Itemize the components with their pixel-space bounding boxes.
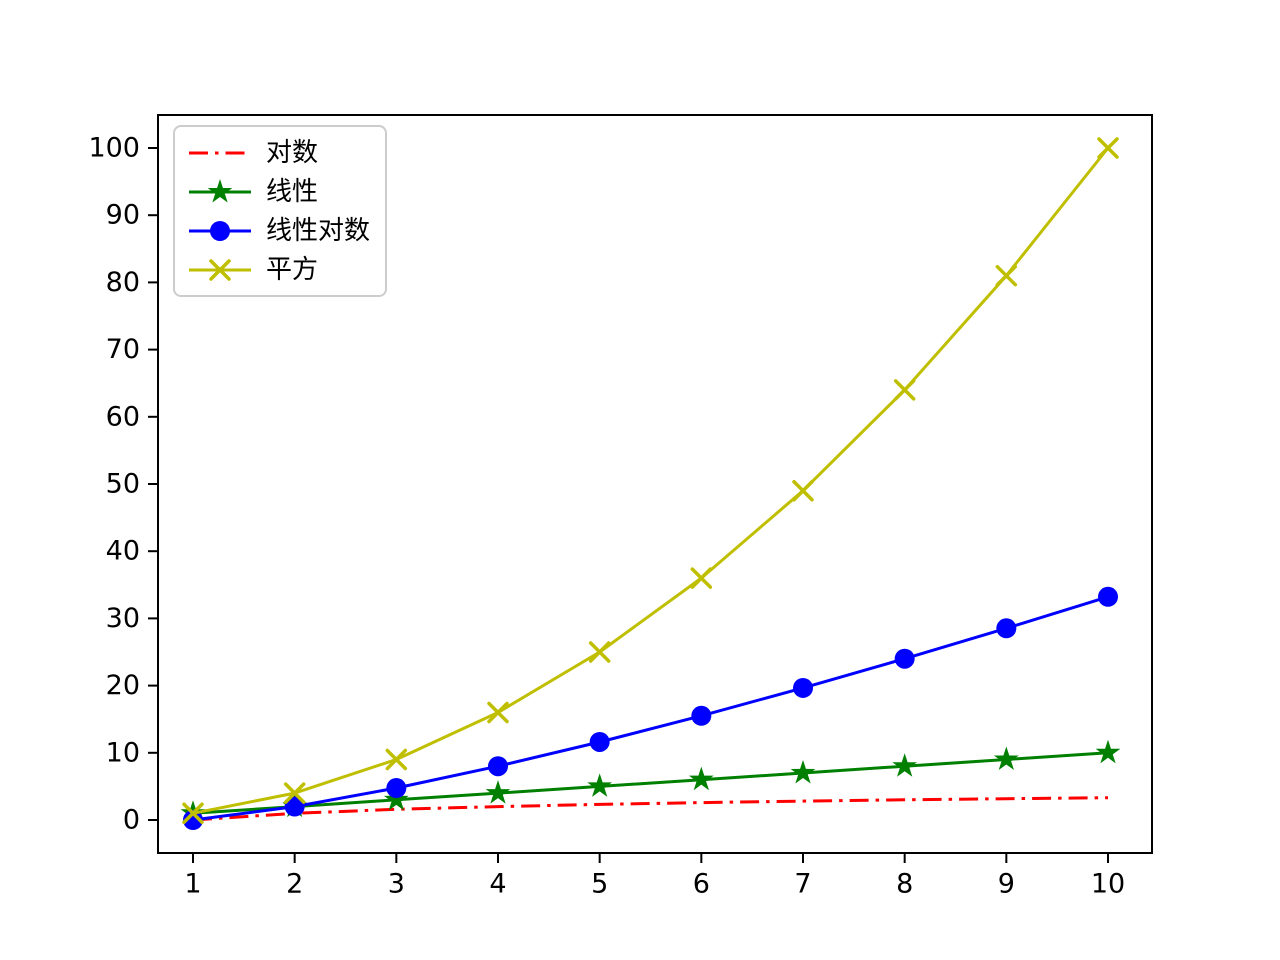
marker-circle — [894, 648, 915, 669]
series-line-1 — [192, 751, 1109, 815]
y-tick-label: 10 — [106, 737, 140, 768]
legend-entry-square: 平方 — [187, 256, 373, 284]
marker-star — [1095, 739, 1121, 764]
x-tick-label: 9 — [998, 869, 1015, 900]
marker-x — [893, 379, 916, 401]
y-tick-label: 60 — [106, 401, 140, 432]
legend-entry-linear: 线性 — [187, 178, 373, 206]
marker-x — [995, 264, 1018, 287]
y-tick-label: 70 — [106, 334, 140, 365]
y-tick-label: 50 — [106, 469, 140, 500]
marker-x — [588, 641, 611, 663]
series-markers-2 — [183, 586, 1118, 830]
series-line-3 — [192, 147, 1110, 815]
marker-x — [283, 782, 306, 804]
legend-entry-log: 对数 — [187, 139, 373, 167]
legend-label-log: 对数 — [266, 137, 319, 168]
series-line-2 — [192, 595, 1109, 822]
marker-circle — [1098, 586, 1118, 607]
legend: 对数 线性 线性对数 平方 — [173, 125, 387, 297]
y-tick-label: 90 — [106, 200, 140, 231]
marker-star — [892, 753, 918, 777]
marker-x — [1097, 137, 1119, 159]
marker-circle — [386, 778, 407, 799]
marker-circle — [210, 220, 230, 241]
legend-label-linear: 线性 — [266, 176, 319, 207]
marker-x — [792, 479, 814, 502]
legend-handle-log-line — [189, 151, 251, 154]
x-tick-label: 3 — [388, 869, 405, 900]
marker-star — [485, 780, 511, 804]
marker-circle — [488, 756, 508, 777]
marker-x — [487, 701, 509, 724]
x-tick-label: 8 — [896, 869, 913, 900]
legend-label-nlogn: 线性对数 — [266, 215, 371, 246]
legend-label-square: 平方 — [266, 254, 319, 285]
series-markers-3 — [182, 137, 1119, 825]
marker-x — [182, 802, 204, 825]
marker-circle — [691, 705, 712, 726]
marker-circle — [183, 810, 203, 830]
marker-x — [385, 748, 408, 771]
x-tick-label: 1 — [184, 869, 201, 900]
marker-star — [688, 766, 714, 791]
marker-circle — [284, 796, 305, 817]
marker-circle — [589, 731, 610, 752]
legend-entry-nlogn: 线性对数 — [187, 217, 373, 245]
x-tick-label: 2 — [286, 869, 303, 900]
marker-x — [690, 567, 713, 589]
legend-handle-linear-star — [189, 178, 251, 203]
marker-star — [993, 746, 1019, 771]
y-tick-label: 80 — [106, 267, 140, 298]
x-tick-label: 5 — [591, 869, 608, 900]
x-tick-label: 7 — [794, 869, 811, 900]
x-tick-label: 6 — [693, 869, 710, 900]
y-tick-label: 100 — [88, 133, 140, 164]
y-tick-label: 40 — [106, 536, 140, 567]
marker-star — [587, 773, 613, 797]
y-tick-label: 30 — [106, 603, 140, 634]
marker-x — [209, 258, 231, 281]
marker-star — [790, 759, 816, 784]
legend-handle-square-x — [189, 258, 251, 281]
x-tick-label: 4 — [489, 869, 506, 900]
legend-handle-nlogn-circle — [189, 220, 251, 241]
marker-circle — [793, 677, 813, 698]
marker-star — [383, 786, 409, 811]
marker-star — [207, 178, 233, 203]
series-line-0 — [192, 796, 1109, 822]
marker-circle — [996, 618, 1017, 639]
y-tick-label: 20 — [106, 670, 140, 701]
x-tick-label: 10 — [1091, 869, 1125, 900]
y-tick-label: 0 — [123, 805, 140, 836]
